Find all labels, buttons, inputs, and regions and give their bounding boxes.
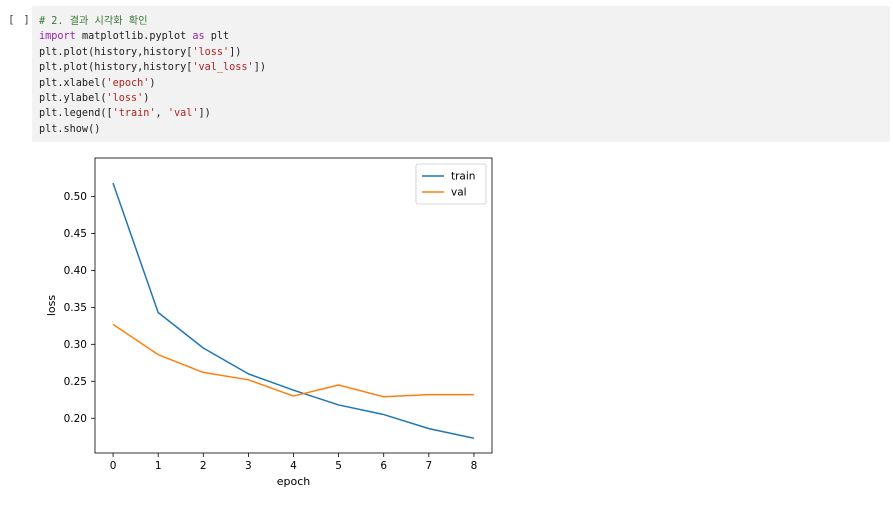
code-token: ) xyxy=(149,77,156,89)
code-token: matplotlib.pyplot xyxy=(75,31,193,43)
x-tick-label: 0 xyxy=(110,460,117,472)
x-axis-label: epoch xyxy=(277,475,311,488)
legend-label: train xyxy=(451,171,475,183)
y-tick-label: 0.50 xyxy=(64,191,87,203)
code-token: plt.plot(history,history[ xyxy=(39,46,193,58)
code-token: 'loss' xyxy=(106,92,144,104)
y-tick-label: 0.20 xyxy=(64,413,87,425)
code-token: 'epoch' xyxy=(106,77,150,89)
code-token: , xyxy=(155,108,168,120)
y-tick-label: 0.30 xyxy=(64,339,87,351)
code-token: 'train' xyxy=(112,108,156,120)
y-tick-label: 0.25 xyxy=(64,376,87,388)
code-line: plt.xlabel('epoch') xyxy=(39,76,890,91)
code-token: plt xyxy=(204,31,230,43)
code-token: ]) xyxy=(253,62,266,74)
y-tick-label: 0.35 xyxy=(64,302,87,314)
series-line-train xyxy=(112,182,475,439)
y-axis-label: loss xyxy=(45,295,58,317)
code-line: import matplotlib.pyplot as plt xyxy=(39,29,890,44)
x-tick-label: 7 xyxy=(425,460,432,472)
code-token: # 2. 결과 시각화 확인 xyxy=(39,16,148,27)
x-tick-label: 6 xyxy=(380,460,387,472)
code-token: plt.ylabel( xyxy=(39,92,107,104)
code-token: ]) xyxy=(198,108,211,120)
code-token: 'val_loss' xyxy=(192,62,254,74)
code-token: ]) xyxy=(229,46,242,58)
legend-label: val xyxy=(451,187,467,199)
code-token: ) xyxy=(143,92,150,104)
loss-line-chart: 0 1 2 3 4 5 6 7 8 0.20 0.25 0.30 0.35 0.40 0.45 0.50 epo… xyxy=(45,157,493,488)
x-tick-label: 3 xyxy=(245,460,252,472)
x-tick-label: 8 xyxy=(471,460,478,472)
y-tick-label: 0.40 xyxy=(64,265,87,277)
code-token: as xyxy=(192,31,205,43)
code-line: # 2. 결과 시각화 확인 xyxy=(39,14,890,29)
cell-output: 0 1 2 3 4 5 6 7 8 0.20 0.25 0.30 0.35 0.40 0.45 0.50 epo… xyxy=(0,148,520,503)
code-line: plt.plot(history,history['loss']) xyxy=(39,45,890,60)
code-line: plt.show() xyxy=(39,122,890,137)
code-token: plt.legend([ xyxy=(39,108,113,120)
code-token: import xyxy=(39,31,76,43)
code-token: 'val' xyxy=(167,108,199,120)
series-line-val xyxy=(112,323,474,398)
code-line: plt.legend(['train', 'val']) xyxy=(39,106,890,121)
legend-box xyxy=(415,163,487,205)
cell-run-indicator[interactable]: [ ] xyxy=(8,13,31,26)
x-tick-label: 5 xyxy=(335,460,342,472)
x-tick-label: 2 xyxy=(200,460,207,472)
code-editor[interactable]: # 2. 결과 시각화 확인 import matplotlib.pyplot a… xyxy=(32,6,890,142)
y-tick-label: 0.45 xyxy=(64,228,87,240)
code-token: plt.show() xyxy=(39,123,101,135)
code-token: 'loss' xyxy=(192,46,230,58)
code-line: plt.ylabel('loss') xyxy=(39,91,890,106)
code-token: plt.xlabel( xyxy=(39,77,107,89)
code-token: plt.plot(history,history[ xyxy=(39,62,193,74)
x-tick-label: 1 xyxy=(155,460,162,472)
code-line: plt.plot(history,history['val_loss']) xyxy=(39,60,890,75)
x-tick-label: 4 xyxy=(290,460,297,472)
